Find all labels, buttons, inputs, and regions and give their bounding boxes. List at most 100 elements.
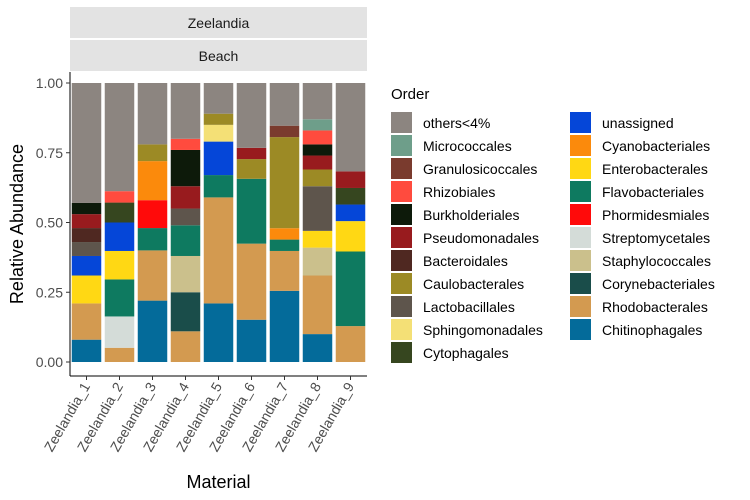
bar-segment <box>137 228 168 251</box>
y-tick-label: 0.00 <box>36 354 63 370</box>
bar-segment <box>137 161 168 201</box>
bar-segment <box>104 191 135 203</box>
bar-segment <box>71 242 102 256</box>
legend-key <box>391 250 412 271</box>
legend-label: Staphylococcales <box>602 253 711 269</box>
facet-strip-bottom <box>70 40 367 71</box>
bar-segment <box>302 275 333 335</box>
bar-segment <box>335 171 366 188</box>
y-axis-ticks: 0.00 0.25 0.50 0.75 1.00 <box>36 75 70 370</box>
legend-label: Burkholderiales <box>423 207 520 223</box>
bar-segment <box>302 186 333 231</box>
bar-segment <box>302 130 333 145</box>
bar-segment <box>302 230 333 248</box>
bar-segment <box>71 214 102 229</box>
bar-segment <box>203 113 234 125</box>
bar-segment <box>137 250 168 301</box>
bar-segment <box>104 347 135 362</box>
legend-label: Sphingomonadales <box>423 322 543 338</box>
y-axis-title: Relative Abundance <box>7 144 27 304</box>
legend-label: Enterobacterales <box>602 161 708 177</box>
facet-label-2: Beach <box>199 48 239 64</box>
legend-label: Corynebacteriales <box>602 276 715 292</box>
y-tick-label: 0.75 <box>36 145 63 161</box>
legend-label: Streptomycetales <box>602 230 710 246</box>
bar-segment <box>203 141 234 176</box>
bar-segment <box>302 334 333 362</box>
legend-key <box>391 181 412 202</box>
bar-segment <box>269 239 300 251</box>
bar-segment <box>236 147 267 160</box>
bar-segment <box>335 204 366 222</box>
bar-segment <box>302 119 333 131</box>
bar-segment <box>71 83 102 203</box>
legend-key <box>570 227 591 248</box>
bar-segment <box>71 255 102 276</box>
x-axis-title: Material <box>186 472 250 492</box>
legend-label: Lactobacillales <box>423 299 515 315</box>
legend: others<4% Micrococcales Granulosicoccales R… <box>391 112 715 363</box>
legend-key <box>391 342 412 363</box>
legend-label: others<4% <box>423 115 490 131</box>
bar-segment <box>170 255 201 293</box>
legend-label: Cyanobacteriales <box>602 138 710 154</box>
legend-key <box>570 296 591 317</box>
bar-segment <box>335 251 366 327</box>
bar-segment <box>302 247 333 276</box>
bar-segment <box>335 83 366 172</box>
facet-strip-top <box>70 7 367 38</box>
legend-key <box>391 135 412 156</box>
legend-key <box>570 204 591 225</box>
bar-segment <box>203 303 234 362</box>
legend-key <box>391 296 412 317</box>
bar-segment <box>302 83 333 120</box>
bar-segment <box>236 243 267 320</box>
bar-segment <box>104 222 135 251</box>
legend-key <box>570 135 591 156</box>
bar-segment <box>170 186 201 209</box>
y-tick-label: 0.50 <box>36 215 63 231</box>
bar-segment <box>170 83 201 139</box>
bar-segment <box>236 319 267 362</box>
bar-segment <box>137 144 168 162</box>
bar-segment <box>269 137 300 229</box>
bar-segment <box>203 124 234 142</box>
bar-segment <box>104 316 135 348</box>
legend-label: Rhizobiales <box>423 184 495 200</box>
bar-segment <box>302 144 333 156</box>
bar-segment <box>170 149 201 187</box>
bar-segment <box>236 159 267 179</box>
bar-segment <box>71 202 102 215</box>
legend-key <box>570 319 591 340</box>
legend-label: Phormidesmiales <box>602 207 709 223</box>
bar-segment <box>236 178 267 244</box>
bar-segment <box>170 208 201 226</box>
bar-segment <box>71 228 102 243</box>
bar-segment <box>335 187 366 205</box>
x-axis-ticks: Zeelandia_1Zeelandia_2Zeelandia_3Zeeland… <box>41 376 357 454</box>
y-tick-label: 0.25 <box>36 284 63 300</box>
bar-segment <box>203 197 234 304</box>
legend-key <box>391 273 412 294</box>
bar-segment <box>203 83 234 114</box>
legend-label: Bacteroidales <box>423 253 508 269</box>
bar-segment <box>170 225 201 256</box>
legend-key <box>570 250 591 271</box>
bar-segment <box>137 83 168 145</box>
bar-segment <box>104 279 135 317</box>
legend-label: Chitinophagales <box>602 322 702 338</box>
legend-key <box>391 227 412 248</box>
bar-segment <box>269 228 300 240</box>
bar-segment <box>335 326 366 362</box>
bars-group <box>71 83 366 362</box>
legend-label: Micrococcales <box>423 138 512 154</box>
bar-segment <box>104 202 135 223</box>
legend-key <box>391 204 412 225</box>
bar-segment <box>71 339 102 362</box>
legend-key <box>391 158 412 179</box>
bar-segment <box>269 290 300 362</box>
bar-segment <box>203 175 234 198</box>
y-tick-label: 1.00 <box>36 75 63 91</box>
bar-segment <box>236 83 267 148</box>
